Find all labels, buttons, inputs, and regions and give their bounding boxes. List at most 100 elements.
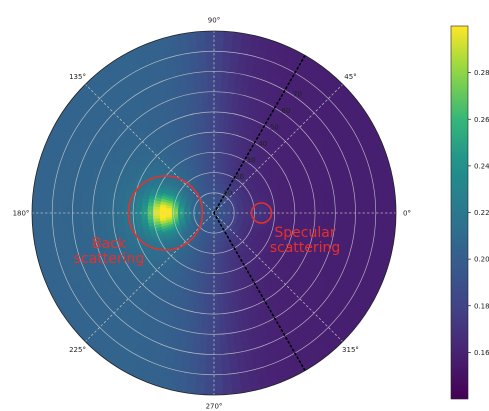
heatmap-cell <box>92 206 100 214</box>
heatmap-cell <box>110 201 118 209</box>
heatmap-cell <box>219 315 226 323</box>
heatmap-cell <box>213 370 223 378</box>
heatmap-cell <box>197 61 207 69</box>
heatmap-cell <box>209 133 215 141</box>
heatmap-cell <box>219 327 228 335</box>
radial-tick-label: 40 <box>258 140 267 148</box>
heatmap-cell <box>213 61 223 68</box>
heatmap-cell <box>213 158 218 165</box>
heatmap-cell <box>213 73 222 81</box>
heatmap-cell <box>194 31 206 39</box>
heatmap-cell <box>68 205 75 214</box>
heatmap-cell <box>310 212 318 219</box>
heatmap-cell <box>213 133 219 141</box>
heatmap-cell <box>206 352 215 359</box>
heatmap-cell <box>365 212 373 222</box>
heatmap-cell <box>316 218 324 225</box>
heatmap-cell <box>62 196 70 206</box>
heatmap-cell <box>213 358 223 365</box>
heatmap-cell <box>222 375 233 383</box>
heatmap-cell <box>213 79 222 87</box>
heatmap-cell <box>370 220 378 231</box>
heatmap-cell <box>199 79 208 87</box>
heatmap-cell <box>92 199 100 208</box>
heatmap-cell <box>104 212 112 220</box>
heatmap-cell <box>68 197 76 207</box>
heatmap-cell <box>359 204 366 214</box>
heatmap-cell <box>286 208 294 214</box>
heatmap-cell <box>205 364 215 372</box>
heatmap-cell <box>213 121 220 129</box>
heatmap-cell <box>220 345 229 353</box>
heatmap-cell <box>220 351 230 359</box>
heatmap-cell <box>56 220 64 230</box>
radial-tick-label: 20 <box>235 173 244 181</box>
heatmap-cell <box>298 207 306 214</box>
heatmap-cell <box>219 91 228 99</box>
heatmap-cell <box>328 199 336 208</box>
heatmap-cell <box>370 195 378 206</box>
heatmap-cell <box>50 220 58 231</box>
radial-tick-label: 50 <box>270 123 279 131</box>
heatmap-cell <box>74 219 82 228</box>
heatmap-cell <box>202 103 209 111</box>
heatmap-cell <box>213 303 220 311</box>
heatmap-cell <box>44 221 52 232</box>
heatmap-cell <box>218 115 225 123</box>
heatmap-cell <box>205 61 215 68</box>
heatmap-cell <box>376 194 384 205</box>
heatmap-cell <box>208 303 215 311</box>
heatmap-cell <box>37 221 46 232</box>
heatmap-cell <box>55 212 63 222</box>
heatmap-cell <box>358 220 366 230</box>
heatmap-cell <box>213 376 224 384</box>
heatmap-cell <box>286 212 294 218</box>
heatmap-cell <box>262 212 269 217</box>
heatmap-cell <box>140 205 148 210</box>
heatmap-cell <box>204 42 215 50</box>
heatmap-cell <box>383 212 391 223</box>
heatmap-cell <box>197 308 205 316</box>
heatmap-cell <box>346 198 354 207</box>
angular-tick-label: 0° <box>403 210 411 218</box>
heatmap-cell <box>86 212 94 220</box>
heatmap-cell <box>198 67 208 75</box>
heatmap-cell <box>220 333 228 341</box>
heatmap-cell <box>328 212 336 220</box>
heatmap-cell <box>209 291 215 299</box>
heatmap-cell <box>140 212 148 218</box>
heatmap-cell <box>298 217 306 223</box>
heatmap-cell <box>213 48 223 56</box>
heatmap-cell <box>352 219 360 229</box>
heatmap-cell <box>280 208 288 214</box>
heatmap-cell <box>201 321 209 329</box>
heatmap-cell <box>74 205 82 214</box>
heatmap-cell <box>213 91 221 99</box>
heatmap-cell <box>389 212 396 223</box>
radial-tick-label: 30 <box>247 157 256 165</box>
heatmap-cell <box>225 91 234 100</box>
heatmap-cell <box>353 212 360 221</box>
heatmap-cell <box>62 212 69 222</box>
heatmap-cell <box>104 201 112 208</box>
heatmap-cell <box>310 201 318 209</box>
heatmap-cell <box>49 212 57 222</box>
heatmap-cell <box>221 49 232 57</box>
heatmap-cell <box>213 382 224 390</box>
heatmap-cell <box>365 204 373 214</box>
heatmap-cell <box>292 216 300 223</box>
heatmap-cell <box>213 364 223 372</box>
heatmap-cell <box>196 369 207 377</box>
angular-tick-label: 270° <box>206 403 223 411</box>
heatmap-cell <box>213 339 222 347</box>
heatmap-cell <box>80 219 88 228</box>
heatmap-cell <box>213 139 219 147</box>
heatmap-cell <box>49 204 57 214</box>
heatmap-cell <box>204 291 211 299</box>
heatmap-cell <box>200 333 208 341</box>
heatmap-cell <box>220 339 229 347</box>
heatmap-cell <box>207 91 215 99</box>
heatmap-cell <box>274 212 282 217</box>
heatmap-cell <box>198 351 208 359</box>
heatmap-cell <box>202 109 210 117</box>
